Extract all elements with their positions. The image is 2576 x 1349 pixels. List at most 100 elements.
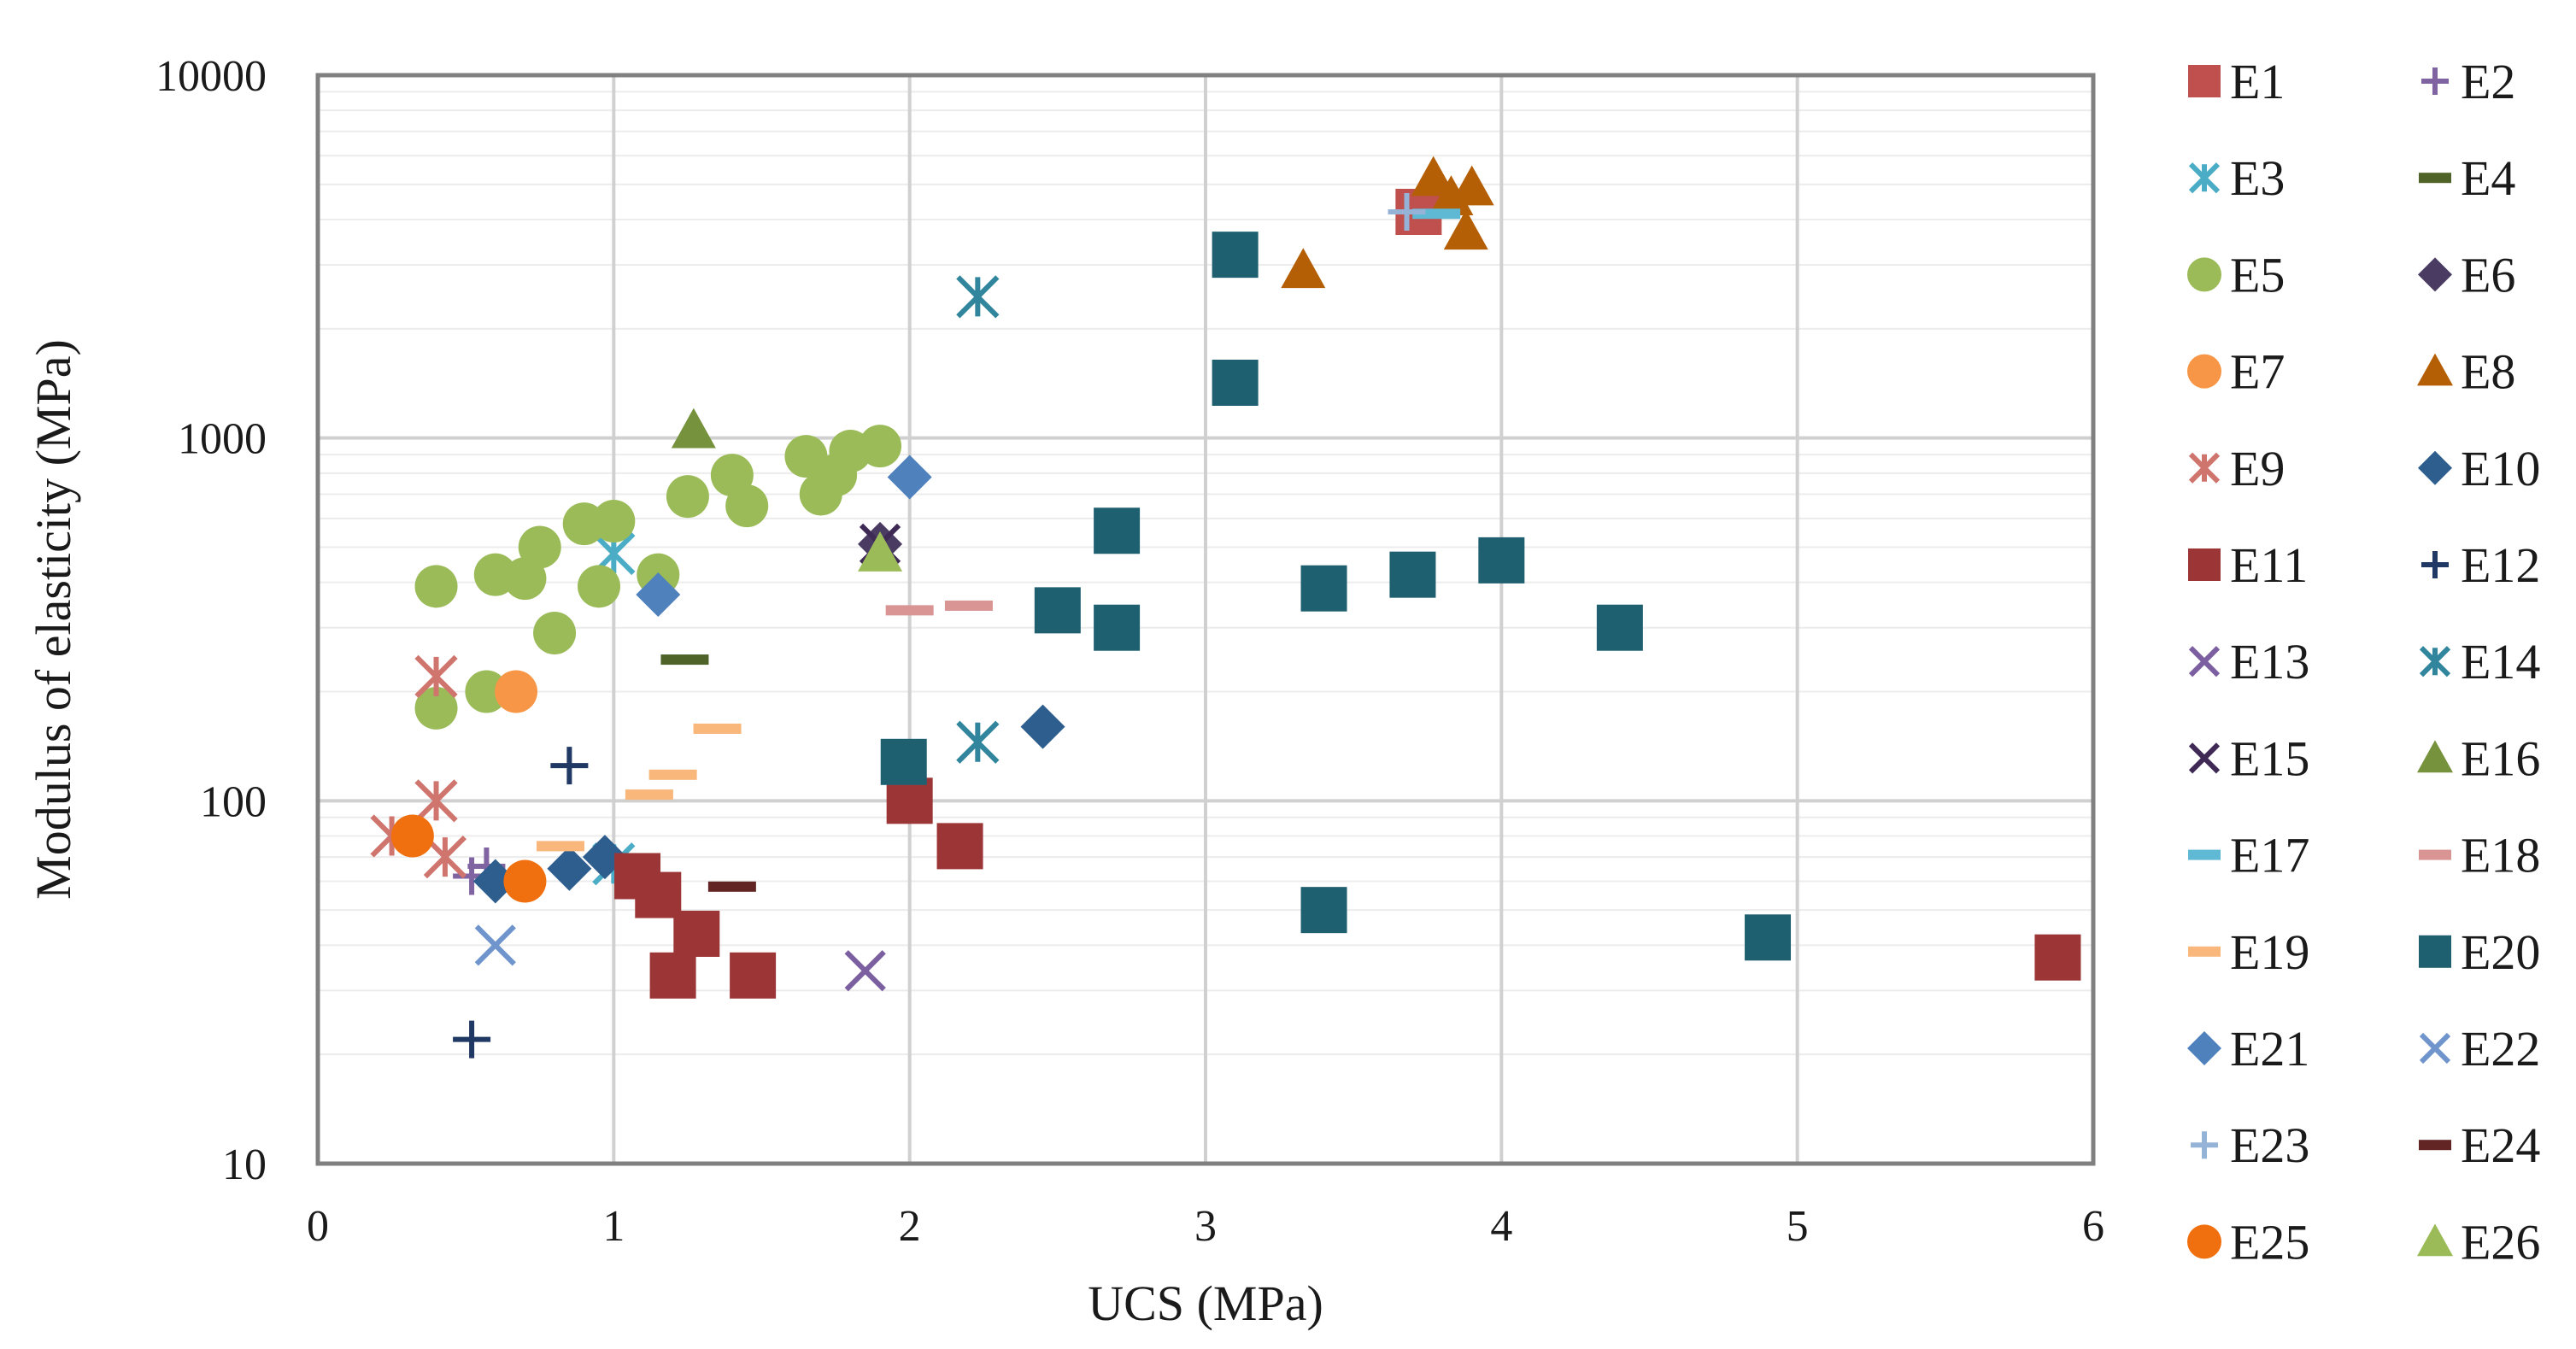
marker-shape bbox=[2417, 1223, 2453, 1257]
legend-label: E20 bbox=[2461, 924, 2540, 980]
legend-label: E18 bbox=[2461, 828, 2540, 883]
marker-shape bbox=[859, 425, 902, 468]
marker-shape bbox=[2034, 934, 2081, 981]
point-e5 bbox=[578, 565, 621, 608]
legend-label: E7 bbox=[2230, 344, 2285, 400]
point-e11 bbox=[635, 871, 682, 918]
point-e20 bbox=[1300, 565, 1347, 612]
y-axis-tick-labels: 10 100 1000 10000 bbox=[155, 52, 267, 1189]
data-points bbox=[370, 155, 2081, 1059]
point-e11 bbox=[886, 777, 933, 824]
marker-shape bbox=[1443, 209, 1488, 250]
marker-shape bbox=[414, 565, 458, 608]
marker-shape bbox=[1281, 248, 1326, 289]
point-e14 bbox=[956, 720, 1000, 764]
point-e14 bbox=[956, 275, 1000, 319]
point-e21 bbox=[636, 572, 681, 618]
marker-shape bbox=[635, 871, 682, 918]
marker-shape bbox=[536, 841, 584, 852]
marker-shape bbox=[1094, 507, 1141, 554]
marker-shape bbox=[1596, 604, 1643, 651]
marker-shape bbox=[2191, 1131, 2218, 1159]
y-tick-label: 10 bbox=[222, 1141, 267, 1189]
legend-label: E6 bbox=[2461, 247, 2515, 302]
marker-shape bbox=[414, 686, 458, 730]
legend-label: E19 bbox=[2230, 924, 2309, 980]
x-axis-title: UCS (MPa) bbox=[1088, 1276, 1323, 1331]
point-e5 bbox=[592, 499, 636, 543]
marker-shape bbox=[2188, 742, 2221, 774]
marker-shape bbox=[2188, 646, 2221, 677]
legend-label: E5 bbox=[2230, 247, 2285, 302]
point-e20 bbox=[1478, 537, 1525, 584]
legend-item-e3: E3 bbox=[2188, 150, 2285, 206]
point-e20 bbox=[1596, 604, 1643, 651]
marker-shape bbox=[550, 747, 589, 785]
point-e4 bbox=[660, 654, 709, 666]
legend-item-e6: E6 bbox=[2418, 247, 2515, 302]
marker-shape bbox=[671, 408, 716, 449]
legend-item-e9: E9 bbox=[2188, 441, 2285, 496]
marker-shape bbox=[472, 859, 518, 904]
marker-shape bbox=[495, 670, 538, 713]
marker-shape bbox=[2187, 257, 2221, 292]
point-e26 bbox=[858, 531, 903, 572]
point-e19 bbox=[536, 841, 584, 852]
marker-shape bbox=[956, 275, 1000, 319]
marker-shape bbox=[885, 605, 934, 616]
marker-shape bbox=[547, 846, 592, 891]
marker-shape bbox=[936, 823, 983, 870]
point-e18 bbox=[885, 605, 934, 616]
marker-shape bbox=[2418, 257, 2452, 292]
point-e20 bbox=[1212, 232, 1259, 279]
marker-shape bbox=[693, 723, 742, 734]
marker-shape bbox=[886, 777, 933, 824]
legend-item-e26: E26 bbox=[2417, 1214, 2540, 1270]
x-axis-tick-labels: 0 1 2 3 4 5 6 bbox=[307, 1202, 2104, 1251]
point-e24 bbox=[707, 881, 756, 892]
marker-shape bbox=[2419, 1140, 2451, 1151]
legend: E1 E2 E3 E4 E5 E6 E7 E8 E9 E10 E11 E12 E13 E14 E15 E16 E… bbox=[2187, 54, 2540, 1270]
marker-shape bbox=[1389, 551, 1436, 598]
marker-shape bbox=[2417, 740, 2453, 773]
marker-shape bbox=[533, 611, 577, 654]
marker-shape bbox=[474, 924, 516, 966]
marker-shape bbox=[887, 455, 932, 500]
legend-item-e14: E14 bbox=[2419, 634, 2540, 689]
x-tick-label: 5 bbox=[1787, 1202, 1809, 1251]
legend-item-e15: E15 bbox=[2188, 730, 2309, 786]
legend-label: E10 bbox=[2461, 441, 2540, 496]
point-e20 bbox=[1094, 507, 1141, 554]
legend-item-e7: E7 bbox=[2187, 344, 2285, 400]
legend-item-e22: E22 bbox=[2419, 1021, 2540, 1076]
marker-shape bbox=[666, 475, 709, 519]
marker-shape bbox=[636, 572, 681, 618]
marker-shape bbox=[2421, 67, 2449, 95]
legend-label: E17 bbox=[2230, 828, 2309, 883]
marker-shape bbox=[578, 565, 621, 608]
marker-shape bbox=[2418, 450, 2452, 485]
grid-lines bbox=[316, 73, 2095, 1165]
marker-shape bbox=[660, 654, 709, 666]
point-e25 bbox=[390, 814, 434, 858]
marker-shape bbox=[453, 1020, 491, 1059]
marker-shape bbox=[2421, 551, 2449, 578]
legend-label: E23 bbox=[2230, 1117, 2309, 1173]
point-e5 bbox=[533, 611, 577, 654]
marker-shape bbox=[844, 950, 886, 992]
legend-label: E12 bbox=[2461, 537, 2540, 593]
marker-shape bbox=[2187, 1224, 2221, 1259]
marker-shape bbox=[2419, 646, 2451, 677]
plot-area-border bbox=[315, 73, 2096, 1166]
point-e19 bbox=[625, 789, 673, 801]
marker-shape bbox=[2187, 1031, 2221, 1065]
point-e5 bbox=[465, 670, 508, 713]
legend-label: E22 bbox=[2461, 1021, 2540, 1076]
point-e8 bbox=[1411, 155, 1456, 196]
legend-item-e10: E10 bbox=[2418, 441, 2540, 496]
point-e21 bbox=[887, 455, 932, 500]
legend-label: E13 bbox=[2230, 634, 2309, 689]
y-tick-label: 1000 bbox=[178, 415, 267, 464]
legend-label: E1 bbox=[2230, 54, 2285, 109]
